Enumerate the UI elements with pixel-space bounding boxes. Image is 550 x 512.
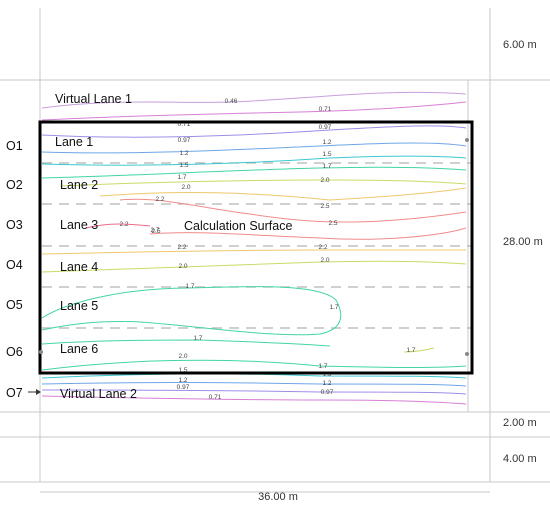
- lane-dividers: [42, 162, 472, 329]
- contour-0-71-top: [41, 101, 467, 121]
- lane-3-label: Lane 3: [60, 218, 98, 232]
- contour-value-label: 1.2: [179, 150, 188, 157]
- observer-o1-label: O1: [6, 139, 23, 153]
- calculation-surface-border: [38, 120, 474, 375]
- contour-1-5-top: [41, 155, 467, 166]
- contour-value-label: 0.97: [321, 389, 334, 396]
- contour-value-label: 2.2: [177, 244, 186, 251]
- contour-value-label: 1.7: [185, 283, 194, 290]
- contour-value-label: 1.7: [318, 363, 327, 370]
- contour-value-label: 2.0: [320, 257, 329, 264]
- contour-2-2-bottom: [41, 249, 466, 255]
- lane-5-label: Lane 5: [60, 299, 98, 313]
- contour-1-5-bottom: [41, 373, 467, 379]
- contour-value-label: 2.7: [150, 227, 159, 234]
- contour-labels: 0.460.710.71 0.970.97 1.21.2 1.51.5 1.71.7 2.…: [119, 98, 415, 401]
- observer-labels: O1 O2 O3 O4 O5 O6 O7: [6, 139, 23, 400]
- contour-1-2-bottom: [41, 382, 467, 387]
- contour-value-label: 1.5: [179, 162, 188, 169]
- observer-o4-label: O4: [6, 258, 23, 272]
- contour-1-2-top: [41, 142, 467, 154]
- edge-markers: [39, 138, 469, 356]
- contour-value-label: 2.2: [318, 244, 327, 251]
- contour-value-label: 1.7: [322, 163, 331, 170]
- contour-value-label: 1.7: [177, 174, 186, 181]
- contour-2-0-top: [59, 179, 467, 187]
- contour-2-2-top: [99, 187, 467, 201]
- contour-value-label: 1.5: [178, 367, 187, 374]
- dimension-width: 36.00 m: [258, 491, 298, 503]
- contour-value-label: 2.0: [181, 184, 190, 191]
- lane-4-label: Lane 4: [60, 260, 98, 274]
- contour-0-71-bottom: [41, 395, 467, 405]
- contour-2-7: [85, 223, 151, 229]
- contour-0-97-top: [41, 125, 467, 138]
- contour-value-label: 1.2: [322, 139, 331, 146]
- lane-1-label: Lane 1: [55, 135, 93, 149]
- observer-o2-label: O2: [6, 178, 23, 192]
- contour-2-0-bottom: [41, 260, 467, 273]
- contour-value-label: 1.7: [329, 304, 338, 311]
- contour-value-label: 1.2: [178, 377, 187, 384]
- contour-value-label: 2.2: [155, 196, 164, 203]
- dimension-top: 6.00 m: [503, 39, 537, 51]
- lane-labels: Virtual Lane 1 Lane 1 Lane 2 Lane 3 Lane…: [55, 92, 292, 401]
- contour-value-label: 0.71: [319, 106, 332, 113]
- contour-lines: [41, 91, 467, 405]
- contour-value-label: 2.0: [178, 353, 187, 360]
- contour-value-label: 0.97: [177, 384, 190, 391]
- virtual-lane-2-label: Virtual Lane 2: [60, 387, 137, 401]
- observer-o5-label: O5: [6, 298, 23, 312]
- contour-value-label: 1.7: [193, 335, 202, 342]
- observer-o7-arrow: [28, 389, 41, 395]
- contour-value-label: 2.5: [151, 228, 160, 235]
- dimension-bottom: 4.00 m: [503, 453, 537, 465]
- contour-0-46: [41, 91, 467, 109]
- dimension-lower: 2.00 m: [503, 417, 537, 429]
- contour-value-label: 0.46: [225, 98, 238, 105]
- contour-2-0-blip: [403, 347, 435, 353]
- contour-1-7-loop: [41, 286, 342, 336]
- contour-value-label: 1.2: [322, 380, 331, 387]
- virtual-lane-1-label: Virtual Lane 1: [55, 92, 132, 106]
- contour-1-7-mid: [41, 339, 331, 347]
- dimension-middle: 28.00 m: [503, 236, 543, 248]
- contour-1-7-bottom: [41, 359, 467, 371]
- observer-o7-label: O7: [6, 386, 23, 400]
- contour-value-label: 1.7: [406, 347, 415, 354]
- contour-0-97-bottom: [41, 389, 467, 395]
- lane-6-label: Lane 6: [60, 342, 98, 356]
- contour-value-label: 2.0: [178, 263, 187, 270]
- contour-value-label: 0.97: [319, 124, 332, 131]
- observer-o6-label: O6: [6, 345, 23, 359]
- contour-value-label: 2.0: [320, 177, 329, 184]
- contour-value-label: 0.71: [209, 394, 222, 401]
- contour-value-label: 0.97: [178, 137, 191, 144]
- calculation-surface-label: Calculation Surface: [184, 219, 292, 233]
- contour-value-label: 2.5: [328, 220, 337, 227]
- contour-value-label: 2.5: [320, 203, 329, 210]
- contour-2-5-top: [119, 198, 467, 223]
- contour-value-label: 1.5: [322, 151, 331, 158]
- contour-value-label: 0.71: [178, 121, 191, 128]
- lane-2-label: Lane 2: [60, 178, 98, 192]
- contour-1-7-top: [41, 166, 467, 179]
- contour-2-5-mid: [149, 227, 467, 240]
- contour-value-label: 2.2: [119, 221, 128, 228]
- observer-o3-label: O3: [6, 218, 23, 232]
